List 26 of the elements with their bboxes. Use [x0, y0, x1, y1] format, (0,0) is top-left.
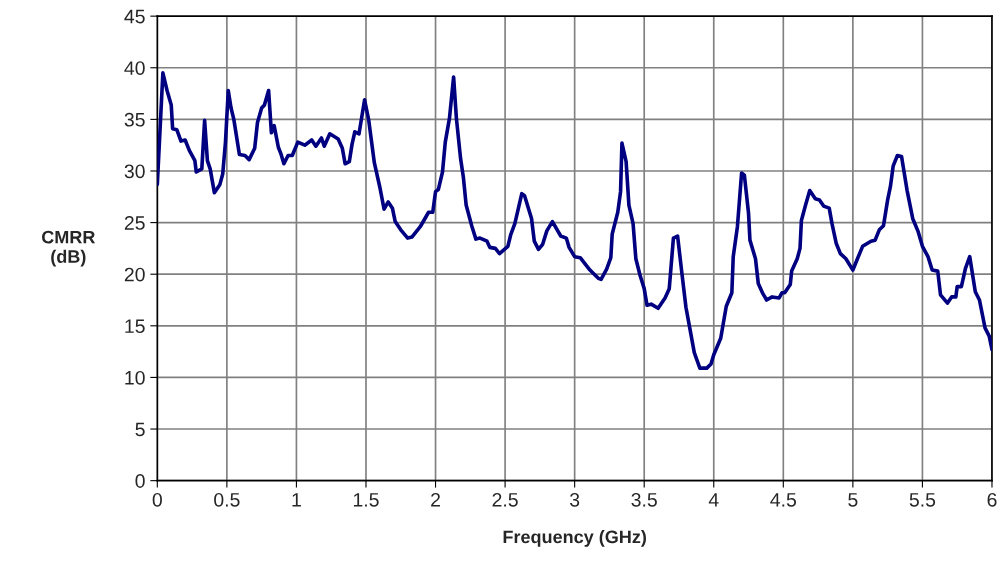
x-tick-label: 0.5 [214, 492, 240, 507]
y-tick-label: 0 [135, 474, 145, 488]
x-tick-label: 4 [708, 493, 719, 507]
x-tick-label: 2.5 [492, 492, 518, 507]
x-tick-label: 1 [292, 493, 301, 507]
y-tick-label: 30 [124, 164, 145, 179]
x-tick-label: 3.5 [631, 492, 657, 507]
x-tick-label: 4.5 [770, 493, 797, 507]
y-tick-label: 15 [125, 319, 145, 334]
x-tick-label: 0 [152, 492, 162, 507]
x-tick-label: 5 [848, 493, 858, 507]
y-tick-label: 10 [125, 370, 145, 385]
y-tick-label: 20 [124, 267, 145, 282]
x-tick-label: 5.5 [909, 493, 936, 507]
x-tick-label: 6 [987, 492, 997, 507]
y-tick-label: 40 [124, 61, 145, 75]
y-tick-label: 45 [124, 9, 145, 24]
y-axis-title: CMRR (dB) [41, 230, 96, 267]
x-axis-title: Frequency (GHz) [503, 530, 646, 547]
x-tick-label: 3 [569, 492, 580, 507]
line-series [157, 71, 992, 370]
y-tick-label: 35 [124, 112, 145, 127]
x-tick-label: 1.5 [353, 493, 379, 507]
x-tick-label: 2 [431, 492, 440, 507]
y-tick-label: 5 [135, 422, 145, 437]
y-tick-label: 25 [124, 216, 145, 230]
